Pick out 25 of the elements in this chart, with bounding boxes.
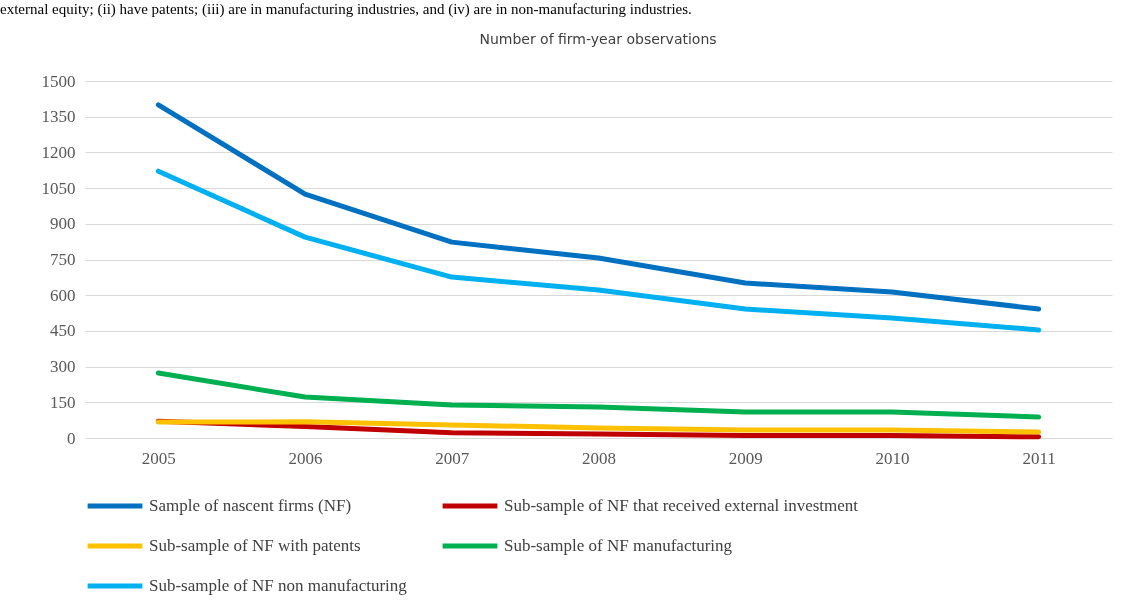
y-tick-label: 1500 — [41, 71, 76, 91]
x-tick-label: 2007 — [435, 448, 470, 468]
y-tick-label: 750 — [50, 250, 76, 269]
y-tick-label: 1200 — [41, 142, 76, 162]
x-tick-label: 2008 — [582, 448, 616, 468]
text: external equity; (ii) have patents; (iii) are in manufacturing industries, and (iv) are in non-manufacturing industries. — [0, 1, 692, 18]
legend-label: Sub-sample of NF with patents — [149, 536, 361, 555]
y-tick-label: 450 — [50, 321, 76, 341]
y-tick-label: 0 — [67, 428, 76, 448]
x-tick-label: 2005 — [141, 448, 176, 468]
legend-label: Sample of nascent firms (NF) — [149, 496, 352, 515]
legend-label: Sub-sample of NF that received external investment — [504, 496, 859, 515]
legend-label: Sub-sample of NF manufacturing — [504, 536, 733, 555]
y-tick-label: 900 — [50, 214, 76, 234]
x-tick-label: 2011 — [1022, 448, 1056, 468]
x-tick-label: 2006 — [288, 448, 323, 468]
y-tick-label: 300 — [50, 357, 76, 377]
y-tick-label: 1350 — [41, 107, 76, 127]
x-tick-label: 2010 — [875, 448, 910, 468]
x-tick-label: 2009 — [728, 448, 763, 468]
chart-title: Number of firm-year observations — [479, 31, 717, 47]
legend-label: Sub-sample of NF non manufacturing — [149, 576, 408, 595]
y-tick-label: 1050 — [41, 178, 76, 198]
y-tick-label: 150 — [50, 392, 76, 412]
y-tick-label: 600 — [50, 285, 76, 305]
